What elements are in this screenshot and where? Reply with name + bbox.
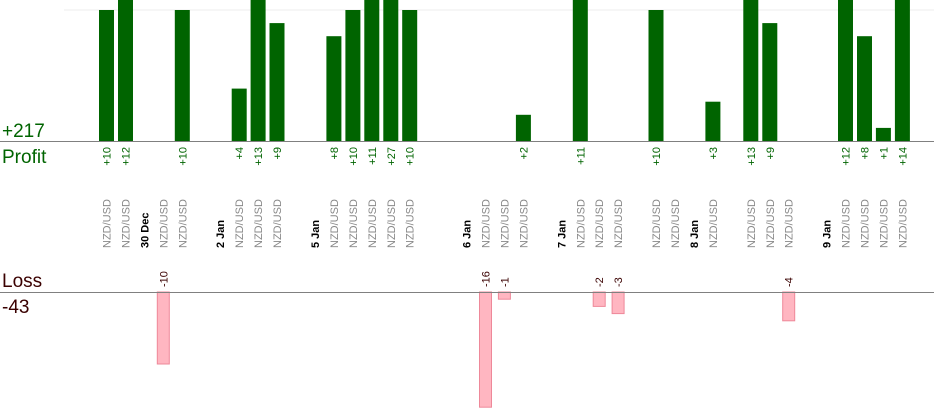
value-label: +10	[651, 147, 663, 166]
date-label: 30 Dec	[139, 213, 151, 248]
profit-total: +217	[2, 121, 45, 142]
profit-bar	[364, 0, 380, 141]
loss-bar	[782, 291, 796, 322]
pair-label: NZD/USD	[120, 199, 132, 248]
profit-bar	[857, 36, 872, 142]
pair-label: NZD/USD	[878, 199, 890, 248]
date-label: 9 Jan	[822, 220, 834, 248]
value-label: +27	[386, 147, 398, 166]
pair-label: NZD/USD	[708, 199, 720, 248]
profit-bar	[875, 127, 891, 141]
value-label: -10	[158, 271, 170, 287]
profit-bar	[838, 0, 853, 141]
pair-label: NZD/USD	[897, 199, 909, 248]
date-label: 8 Jan	[689, 220, 701, 248]
value-label: +10	[102, 147, 114, 166]
value-label: +1	[878, 147, 890, 160]
pair-label: NZD/USD	[518, 199, 530, 248]
pair-label: NZD/USD	[234, 199, 246, 248]
value-label: +14	[897, 147, 909, 166]
pair-label: NZD/USD	[594, 199, 606, 248]
value-label: -1	[499, 277, 511, 287]
pair-label: NZD/USD	[348, 199, 360, 248]
date-label: 2 Jan	[215, 220, 227, 248]
value-label: +10	[348, 147, 360, 166]
pair-label: NZD/USD	[367, 199, 379, 248]
value-label: +11	[367, 147, 379, 165]
profit-bar	[269, 23, 285, 142]
loss-total: -43	[2, 297, 29, 318]
pair-label: NZD/USD	[158, 199, 170, 248]
loss-bar	[156, 291, 170, 365]
profit-bar	[762, 23, 778, 142]
date-label: 7 Jan	[556, 220, 568, 248]
pair-label: NZD/USD	[613, 199, 625, 248]
value-label: -4	[784, 277, 796, 287]
pair-label: NZD/USD	[575, 199, 587, 248]
pair-label: NZD/USD	[253, 199, 265, 248]
pair-label: NZD/USD	[499, 199, 511, 248]
profit-bar	[402, 10, 418, 141]
pair-label: NZD/USD	[670, 199, 682, 248]
value-label: -16	[481, 271, 493, 287]
profit-label: Profit	[2, 147, 47, 168]
value-label: +2	[518, 147, 530, 160]
value-label: +4	[234, 147, 246, 160]
pair-label: NZD/USD	[841, 199, 853, 248]
value-label: -2	[594, 277, 606, 287]
pair-label: NZD/USD	[405, 199, 417, 248]
profit-bars	[99, 0, 910, 142]
value-label: +10	[405, 147, 417, 166]
value-label: +9	[765, 147, 777, 160]
value-label: +13	[746, 147, 758, 166]
loss-bar	[497, 291, 511, 300]
loss-bar	[592, 291, 606, 307]
date-label: 6 Jan	[462, 220, 474, 248]
date-label: 5 Jan	[310, 220, 322, 248]
profit-bar	[174, 10, 190, 141]
value-label: +13	[253, 147, 265, 166]
profit-bar	[515, 114, 531, 141]
profit-bar	[572, 0, 588, 141]
value-label: +9	[272, 147, 284, 160]
profit-bar	[894, 0, 910, 141]
profit-bar	[231, 88, 247, 141]
profit-bar	[118, 0, 133, 141]
loss-bar	[611, 291, 625, 315]
profit-bar	[250, 0, 266, 141]
value-labels: +10 +12 -10 +10 +4 +13 +9 +8 +10 +11 +27 +10 -16 -1 +2…	[102, 147, 910, 287]
profit-bar	[743, 0, 759, 141]
pair-label: NZD/USD	[386, 199, 398, 248]
value-label: +3	[708, 147, 720, 160]
value-label: +12	[120, 147, 132, 166]
profit-bar	[99, 10, 114, 141]
profit-bar	[648, 10, 664, 141]
value-label: +10	[177, 147, 189, 166]
pair-label: NZD/USD	[860, 199, 872, 248]
profit-bar	[345, 10, 361, 141]
pair-label: NZD/USD	[329, 199, 341, 248]
loss-bars	[156, 291, 796, 408]
pair-label: NZD/USD	[272, 199, 284, 248]
pair-label: NZD/USD	[746, 199, 758, 248]
profit-bar	[705, 101, 721, 141]
value-label: -3	[613, 277, 625, 287]
pair-label: NZD/USD	[481, 199, 493, 248]
value-label: +8	[860, 147, 872, 160]
profit-bar	[326, 36, 342, 142]
pair-label: NZD/USD	[651, 199, 663, 248]
loss-bar	[479, 291, 492, 408]
pair-label: NZD/USD	[177, 199, 189, 248]
category-labels: NZD/USD NZD/USD 30 Dec NZD/USD NZD/USD 2 Jan N…	[102, 199, 910, 248]
value-label: +12	[841, 147, 853, 166]
value-label: +11	[575, 147, 587, 165]
pair-label: NZD/USD	[765, 199, 777, 248]
pair-label: NZD/USD	[102, 199, 114, 248]
profit-bar	[383, 0, 399, 141]
pair-label: NZD/USD	[784, 199, 796, 248]
value-label: +8	[329, 147, 341, 160]
loss-label: Loss	[2, 271, 42, 292]
